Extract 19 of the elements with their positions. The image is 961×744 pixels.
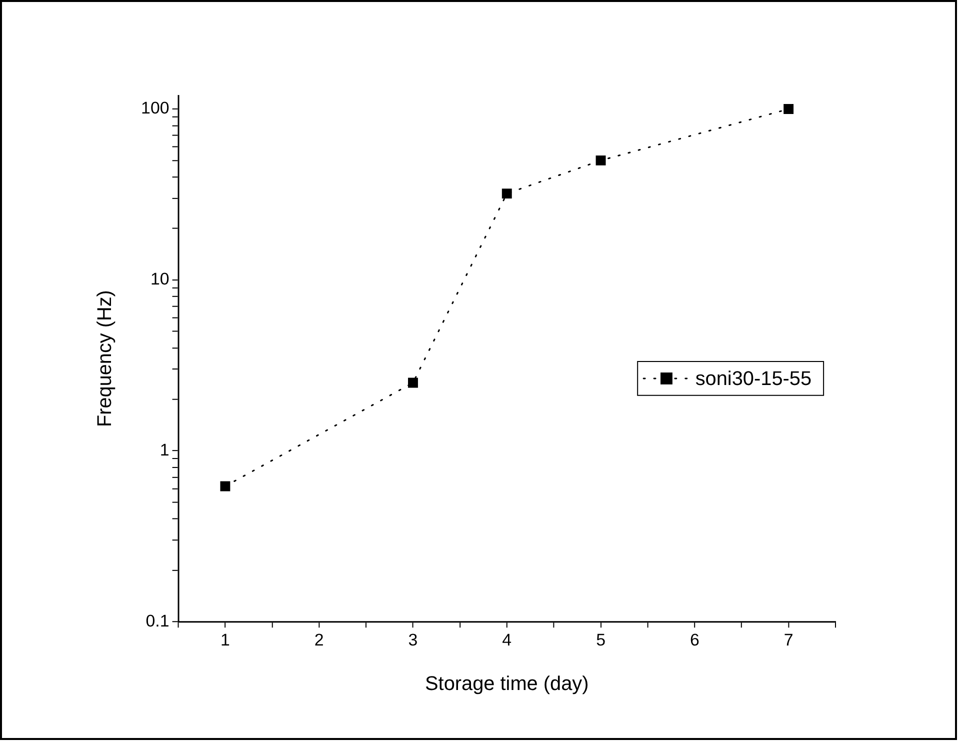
y-tick-label: 1 <box>160 440 170 460</box>
point <box>596 155 606 166</box>
x-tick-label: 4 <box>502 630 512 650</box>
x-tick-label: 3 <box>408 630 418 650</box>
x-tick-label: 6 <box>690 630 700 650</box>
y-axis-title: Frequency (Hz) <box>94 290 116 428</box>
legend-label: soni30-15-55 <box>695 368 812 390</box>
x-tick-label: 1 <box>220 630 230 650</box>
x-axis-title: Storage time (day) <box>425 672 589 695</box>
x-tick-label: 5 <box>596 630 606 650</box>
y-tick-label: 100 <box>141 98 170 118</box>
x-tick-label: 7 <box>784 630 794 650</box>
point <box>220 481 230 492</box>
x-tick-label: 2 <box>314 630 324 650</box>
point <box>784 104 794 114</box>
y-tick-label: 0.1 <box>146 611 170 630</box>
point <box>502 188 512 199</box>
point <box>408 378 418 388</box>
y-tick-label: 10 <box>150 270 170 289</box>
